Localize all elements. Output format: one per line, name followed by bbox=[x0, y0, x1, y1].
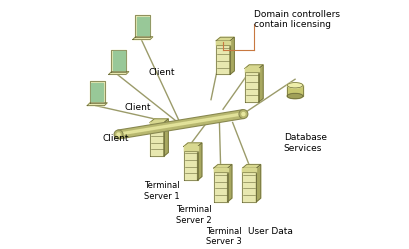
Polygon shape bbox=[183, 146, 197, 180]
Polygon shape bbox=[150, 123, 164, 126]
Polygon shape bbox=[229, 37, 234, 74]
Polygon shape bbox=[91, 83, 103, 101]
Ellipse shape bbox=[287, 93, 302, 99]
Text: Terminal
Server 3: Terminal Server 3 bbox=[206, 227, 241, 246]
Polygon shape bbox=[137, 17, 148, 35]
Polygon shape bbox=[244, 68, 258, 102]
Circle shape bbox=[238, 110, 247, 118]
Polygon shape bbox=[287, 85, 302, 96]
Text: Domain controllers
contain licensing: Domain controllers contain licensing bbox=[254, 10, 339, 29]
Polygon shape bbox=[112, 51, 124, 70]
Text: Terminal
Server 2: Terminal Server 2 bbox=[176, 205, 211, 225]
Ellipse shape bbox=[287, 83, 302, 88]
Text: Client: Client bbox=[148, 68, 175, 77]
Polygon shape bbox=[244, 68, 258, 72]
Circle shape bbox=[240, 111, 246, 117]
Polygon shape bbox=[197, 143, 201, 180]
Text: Client: Client bbox=[124, 103, 151, 112]
Polygon shape bbox=[242, 165, 260, 168]
Polygon shape bbox=[90, 81, 104, 103]
Polygon shape bbox=[216, 41, 229, 74]
Polygon shape bbox=[258, 65, 263, 102]
Polygon shape bbox=[150, 123, 164, 156]
Polygon shape bbox=[213, 165, 231, 168]
Polygon shape bbox=[242, 168, 256, 202]
Polygon shape bbox=[183, 143, 201, 146]
Polygon shape bbox=[150, 119, 168, 123]
Polygon shape bbox=[244, 65, 263, 68]
Polygon shape bbox=[118, 113, 243, 135]
Polygon shape bbox=[164, 119, 168, 156]
Circle shape bbox=[117, 133, 120, 136]
Polygon shape bbox=[133, 37, 153, 40]
Circle shape bbox=[115, 131, 121, 138]
Polygon shape bbox=[213, 168, 227, 172]
Polygon shape bbox=[242, 168, 256, 172]
Polygon shape bbox=[216, 37, 234, 41]
Circle shape bbox=[114, 130, 123, 139]
Polygon shape bbox=[87, 103, 107, 106]
Polygon shape bbox=[227, 165, 231, 202]
Polygon shape bbox=[118, 111, 243, 138]
Polygon shape bbox=[111, 50, 126, 71]
Text: Terminal
Server 1: Terminal Server 1 bbox=[144, 181, 179, 201]
Polygon shape bbox=[256, 165, 260, 202]
Text: Client: Client bbox=[103, 134, 129, 143]
Polygon shape bbox=[216, 41, 229, 45]
Polygon shape bbox=[117, 110, 243, 139]
Polygon shape bbox=[135, 15, 150, 37]
Text: Database
Services: Database Services bbox=[283, 133, 326, 153]
Polygon shape bbox=[108, 71, 128, 74]
Text: User Data: User Data bbox=[247, 227, 292, 236]
Polygon shape bbox=[183, 146, 197, 151]
Circle shape bbox=[241, 113, 244, 116]
Polygon shape bbox=[213, 168, 227, 202]
